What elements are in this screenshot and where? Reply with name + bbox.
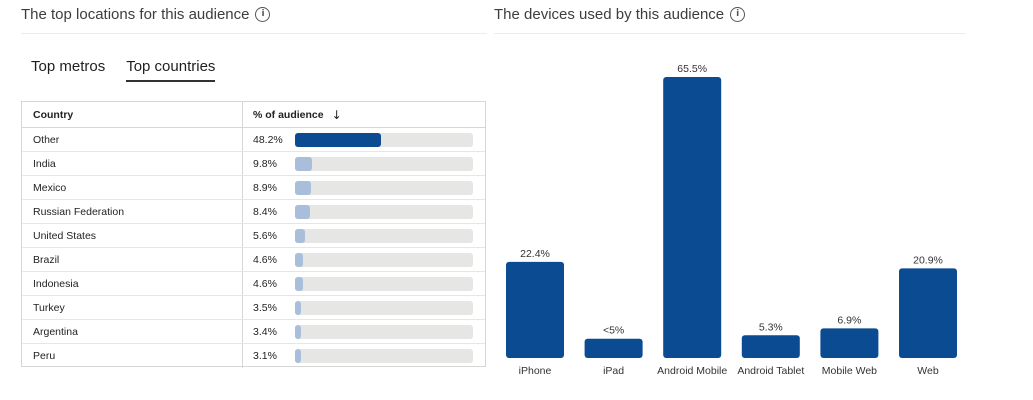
audience-percent: 4.6%	[253, 277, 277, 290]
audience-bar-fill	[295, 132, 381, 147]
bar-value-label: 5.3%	[759, 321, 783, 333]
audience-bar-fill	[295, 228, 305, 243]
tab-top-metros[interactable]: Top metros	[31, 58, 106, 75]
locations-title-text: The top locations for this audience	[21, 6, 250, 23]
device-bar[interactable]	[820, 328, 879, 358]
devices-bar-chart: 22.4% iPhone <5% iPad 65.5% Android Mobile 5.3…	[506, 63, 957, 377]
table-row: Turkey 3.5%	[22, 296, 485, 320]
country-name: United States	[22, 224, 243, 247]
audience-percent: 3.1%	[253, 350, 277, 362]
category-tick-label: Mobile Web	[822, 365, 877, 377]
category-tick-label: iPhone	[519, 365, 552, 377]
audience-percent: 8.4%	[253, 205, 277, 218]
bar-value-label: 6.9%	[837, 314, 861, 326]
table-row: Brazil 4.6%	[22, 248, 485, 272]
audience-bar-fill	[295, 324, 302, 339]
location-tabs: Top metros Top countries	[31, 58, 216, 82]
audience-bar-track	[295, 349, 473, 363]
device-bar[interactable]	[899, 268, 957, 358]
table-row: Other 48.2%	[22, 128, 485, 152]
audience-percent: 9.8%	[253, 157, 277, 170]
table-body: Other 48.2% India 9.8% Mexico 8.9% Russian Fed…	[22, 128, 485, 368]
audience-percent: 3.5%	[253, 301, 277, 314]
info-icon[interactable]: i	[730, 7, 746, 22]
audience-bar-track	[295, 228, 473, 243]
countries-table: Country % of audience ↓ Other 48.2% India 9…	[21, 101, 486, 368]
category-tick-label: iPad	[603, 365, 624, 377]
audience-bar-track	[295, 204, 473, 219]
category-tick-label: Web	[917, 365, 939, 377]
country-name: Russian Federation	[22, 200, 243, 223]
audience-bar-fill	[295, 300, 302, 315]
country-name: Mexico	[22, 176, 243, 199]
device-bar[interactable]	[663, 77, 722, 358]
audience-bar-track	[295, 300, 473, 315]
audience-bar-fill	[295, 180, 311, 195]
table-row: Mexico 8.9%	[22, 176, 485, 200]
device-bar[interactable]	[584, 338, 643, 358]
audience-bar-fill	[295, 156, 313, 171]
audience-bar-track	[295, 276, 473, 291]
locations-title-divider	[21, 33, 487, 34]
table-header: Country % of audience ↓	[22, 102, 485, 128]
audience-bar-track	[295, 156, 473, 171]
bar-value-label: <5%	[603, 325, 624, 337]
country-column-header[interactable]: Country	[22, 102, 243, 127]
locations-section-title: The top locations for this audience i	[21, 6, 271, 23]
audience-bar-fill	[295, 252, 304, 267]
category-tick-label: Android Mobile	[657, 365, 727, 377]
table-row: India 9.8%	[22, 152, 485, 176]
bar-value-label: 22.4%	[520, 248, 550, 260]
audience-bar-track	[295, 252, 473, 267]
table-row: Russian Federation 8.4%	[22, 200, 485, 224]
tab-top-countries[interactable]: Top countries	[126, 58, 216, 82]
pct-column-header[interactable]: % of audience ↓	[243, 108, 342, 122]
audience-bar-track	[295, 180, 473, 195]
category-tick-label: Android Tablet	[737, 365, 804, 377]
audience-bar-fill	[295, 276, 304, 291]
country-name: Argentina	[22, 320, 243, 343]
audience-percent: 5.6%	[253, 229, 277, 242]
audience-bar-fill	[295, 349, 301, 363]
table-row: Argentina 3.4%	[22, 320, 485, 344]
devices-section-title: The devices used by this audience i	[494, 6, 746, 23]
pct-column-label: % of audience	[253, 108, 324, 121]
country-name: Brazil	[22, 248, 243, 271]
arrow-down-icon[interactable]: ↓	[331, 107, 342, 122]
info-icon[interactable]: i	[255, 7, 271, 22]
bar-value-label: 65.5%	[677, 63, 707, 75]
country-name: Other	[22, 128, 243, 151]
table-row: Indonesia 4.6%	[22, 272, 485, 296]
devices-title-text: The devices used by this audience	[494, 6, 725, 23]
audience-bar-track	[295, 132, 473, 147]
audience-percent: 8.9%	[253, 181, 277, 194]
audience-bar-track	[295, 324, 473, 339]
bar-value-label: 20.9%	[913, 254, 943, 266]
audience-percent: 48.2%	[253, 133, 283, 146]
country-name: Turkey	[22, 296, 243, 319]
audience-percent: 3.4%	[253, 325, 277, 338]
table-row: Peru 3.1%	[22, 344, 485, 368]
device-bar[interactable]	[506, 261, 564, 358]
audience-bar-fill	[295, 204, 310, 219]
country-name: Indonesia	[22, 272, 243, 295]
audience-percent: 4.6%	[253, 253, 277, 266]
country-name: India	[22, 152, 243, 175]
device-bar[interactable]	[741, 335, 800, 358]
country-name: Peru	[22, 344, 243, 368]
table-row: United States 5.6%	[22, 224, 485, 248]
devices-title-divider	[494, 33, 966, 34]
